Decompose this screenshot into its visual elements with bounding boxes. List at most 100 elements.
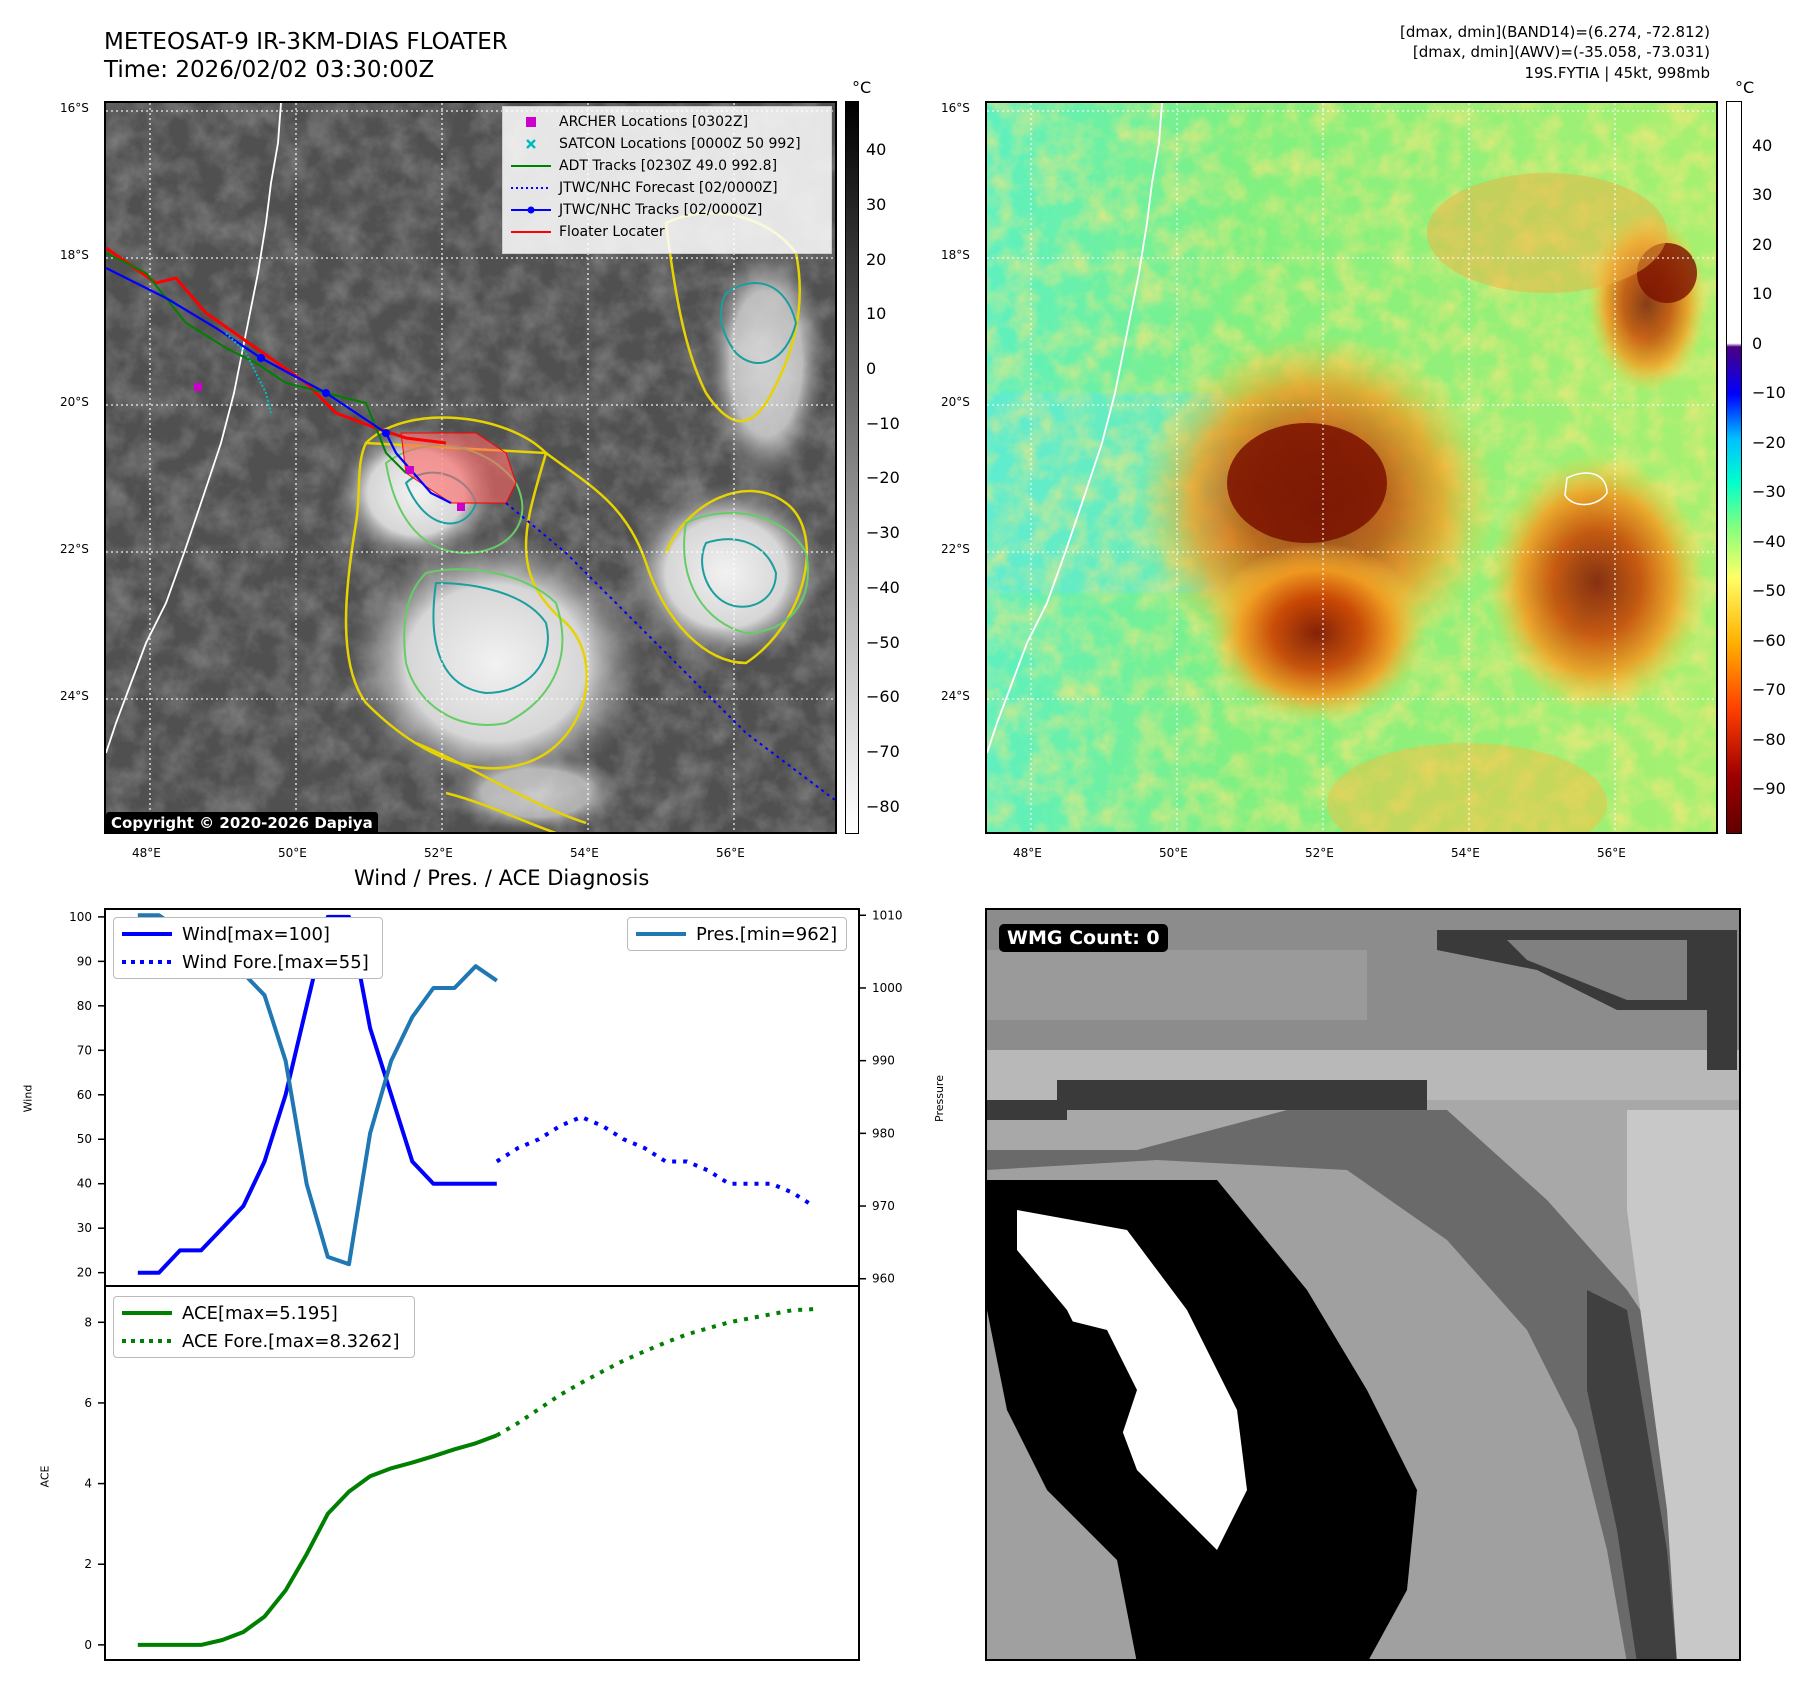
awv-map-image <box>987 103 1716 832</box>
awv-colorbar-unit: °C <box>1735 78 1755 97</box>
legend-item: JTWC/NHC Tracks [02/0000Z] <box>511 199 823 221</box>
legend-symbol <box>511 185 551 191</box>
ir-colorbar-tick: 10 <box>866 304 887 324</box>
legend-wind-forecast: Wind Fore.[max=55] <box>182 951 369 973</box>
archer-marker <box>457 503 465 511</box>
awv-colorbar-tick: −10 <box>1752 383 1786 403</box>
ir-colorbar-tick: −50 <box>866 632 900 652</box>
legend-symbol <box>511 116 551 128</box>
lon-tick-label: 54°E <box>570 846 599 860</box>
pressure-ytick-label: 1010 <box>872 908 903 922</box>
legend-label: JTWC/NHC Tracks [02/0000Z] <box>559 202 763 218</box>
ace-line <box>137 1433 498 1647</box>
legend-pressure: Pres.[min=962] <box>696 923 838 945</box>
ace-ytick-label: 6 <box>84 1396 92 1410</box>
wind-fore-maxline <box>495 1115 815 1208</box>
ir-colorbar-tick: −70 <box>866 741 900 761</box>
figure-time: Time: 2026/02/02 03:30:00Z <box>104 57 435 83</box>
info-storm: 19S.FYTIA | 45kt, 998mb <box>1524 64 1710 82</box>
ir-colorbar-tick: 30 <box>866 194 887 214</box>
awv-map-panel <box>985 101 1718 834</box>
lat-tick-label: 24°S <box>60 689 89 703</box>
pressure-ytick-label: 970 <box>872 1199 895 1213</box>
pressure-ytick-label: 990 <box>872 1054 895 1068</box>
legend-label: Floater Locater <box>559 224 665 240</box>
awv-colorbar-tick: −70 <box>1752 680 1786 700</box>
awv-colorbar <box>1726 101 1742 834</box>
awv-colorbar-tick: −80 <box>1752 729 1786 749</box>
lon-tick-label: 48°E <box>1013 846 1042 860</box>
lon-tick-label: 48°E <box>132 846 161 860</box>
figure-title: METEOSAT-9 IR-3KM-DIAS FLOATER <box>104 29 508 55</box>
timeseries-chart: 20 30 40 50 60 70 80 90 100 960 970 980 990 1000 1010 0… <box>69 908 903 1661</box>
wind-ytick-label: 20 <box>77 1266 92 1280</box>
pressure-ytick-label: 960 <box>872 1272 895 1286</box>
legend-ace-forecast: ACE Fore.[max=8.3262] <box>182 1330 400 1352</box>
ir-colorbar-unit: °C <box>852 78 872 97</box>
legend-label: JTWC/NHC Forecast [02/0000Z] <box>559 180 778 196</box>
lat-tick-label: 24°S <box>941 689 970 703</box>
awv-colorbar-tick: −50 <box>1752 581 1786 601</box>
lon-tick-label: 50°E <box>278 846 307 860</box>
legend-ace: ACE[max=5.195] <box>182 1302 338 1324</box>
archer-marker <box>194 383 202 391</box>
ir-colorbar-tick: −10 <box>866 413 900 433</box>
legend-item: SATCON Locations [0000Z 50 992] <box>511 133 823 155</box>
lon-tick-label: 56°E <box>1597 846 1626 860</box>
ir-colorbar-tick: 40 <box>866 140 887 160</box>
wind-ytick-label: 90 <box>77 954 92 968</box>
awv-colorbar-tick: −60 <box>1752 630 1786 650</box>
lon-tick-label: 52°E <box>424 846 453 860</box>
legend-label: ARCHER Locations [0302Z] <box>559 114 749 130</box>
ir-colorbar-tick: −80 <box>866 796 900 816</box>
legend-wind: Wind[max=100] <box>182 923 330 945</box>
lat-tick-label: 22°S <box>941 542 970 556</box>
lat-tick-label: 22°S <box>60 542 89 556</box>
wmg-image <box>987 910 1739 1659</box>
legend-item: Floater Locater <box>511 221 823 243</box>
pressure-ytick-label: 980 <box>872 1126 895 1140</box>
lat-tick-label: 16°S <box>941 101 970 115</box>
ace-axis-label: ACE <box>38 1465 52 1488</box>
legend-symbol <box>511 206 551 214</box>
awv-colorbar-tick: −20 <box>1752 432 1786 452</box>
ir-colorbar-tick: −40 <box>866 577 900 597</box>
awv-colorbar-tick: 30 <box>1752 185 1773 205</box>
awv-colorbar-tick: 40 <box>1752 135 1773 155</box>
legend-label: SATCON Locations [0000Z 50 992] <box>559 136 801 152</box>
legend-item: ARCHER Locations [0302Z] <box>511 111 823 133</box>
ace-ytick-label: 8 <box>84 1315 92 1329</box>
ir-map-panel: ARCHER Locations [0302Z] SATCON Locations… <box>104 101 837 834</box>
lat-tick-label: 20°S <box>60 395 89 409</box>
wind-axis-label: Wind <box>21 1084 35 1113</box>
track-point <box>322 389 330 397</box>
legend-item: JTWC/NHC Forecast [02/0000Z] <box>511 177 823 199</box>
info-band14: [dmax, dmin](BAND14)=(6.274, -72.812) <box>1399 23 1710 41</box>
ir-colorbar-tick: −20 <box>866 468 900 488</box>
ace-forecast-line <box>495 1307 814 1438</box>
info-awv: [dmax, dmin](AWV)=(-35.058, -73.031) <box>1412 43 1710 61</box>
track-point <box>382 429 390 437</box>
pressure-axis-label: Pressure <box>932 1075 946 1122</box>
awv-colorbar-tick: 0 <box>1752 333 1763 353</box>
wind-ytick-label: 80 <box>77 999 92 1013</box>
lat-tick-label: 20°S <box>941 395 970 409</box>
wmg-panel: WMG Count: 0 <box>985 908 1741 1661</box>
lon-tick-label: 56°E <box>716 846 745 860</box>
pressure-ytick-label: 1000 <box>872 981 903 995</box>
lon-tick-label: 50°E <box>1159 846 1188 860</box>
ace-ytick-label: 2 <box>84 1557 92 1571</box>
wind-ytick-label: 70 <box>77 1043 92 1057</box>
lat-tick-label: 16°S <box>60 101 89 115</box>
wind-ytick-label: 50 <box>77 1132 92 1146</box>
awv-colorbar-tick: −90 <box>1752 779 1786 799</box>
awv-colorbar-tick: 10 <box>1752 284 1773 304</box>
lat-tick-label: 18°S <box>941 248 970 262</box>
wind-ytick-label: 60 <box>77 1088 92 1102</box>
lon-tick-label: 54°E <box>1451 846 1480 860</box>
track-point <box>257 354 265 362</box>
ir-legend: ARCHER Locations [0302Z] SATCON Locations… <box>502 106 832 254</box>
timeseries-svg: 20 30 40 50 60 70 80 90 100 960 970 980 990 1000 1010 0… <box>69 908 903 1661</box>
wind-ytick-label: 40 <box>77 1177 92 1191</box>
legend-label: ADT Tracks [0230Z 49.0 992.8] <box>559 158 778 174</box>
